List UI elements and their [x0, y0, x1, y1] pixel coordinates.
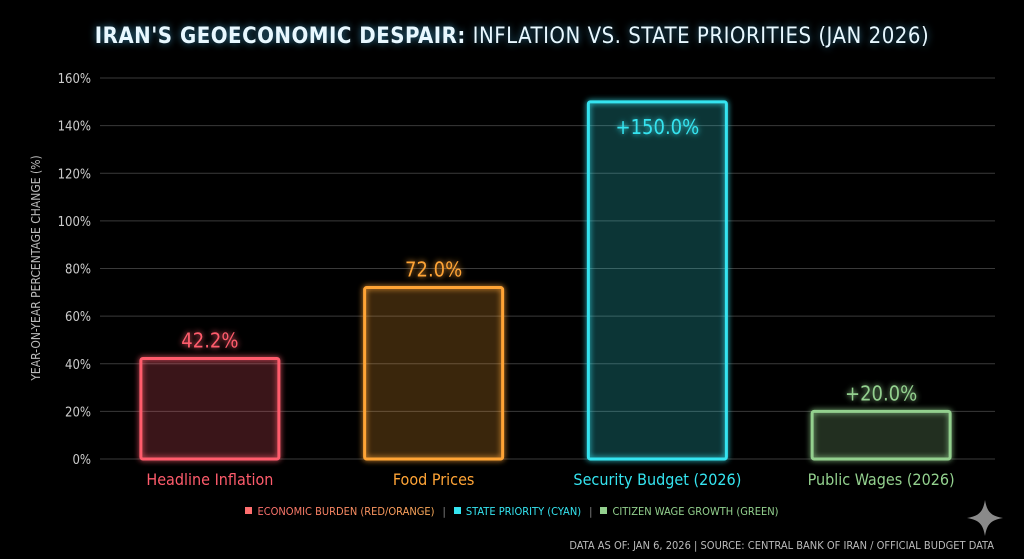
legend-swatch	[245, 507, 253, 514]
chart-title: IRAN'S GEOECONOMIC DESPAIR: INFLATION VS…	[0, 24, 1024, 49]
x-tick-label: Food Prices	[393, 470, 475, 489]
y-tick-label: 160%	[58, 72, 91, 87]
bar	[139, 357, 281, 461]
x-tick-label: Public Wages (2026)	[808, 470, 955, 489]
legend-item: CITIZEN WAGE GROWTH (GREEN)	[600, 505, 779, 518]
y-tick-label: 100%	[58, 215, 91, 230]
data-label: 42.2%	[181, 329, 238, 353]
y-tick-label: 140%	[58, 120, 91, 135]
legend-label: CITIZEN WAGE GROWTH (GREEN)	[612, 505, 779, 518]
y-axis-label: YEAR-ON-YEAR PERCENTAGE CHANGE (%)	[29, 155, 43, 381]
y-tick-label: 40%	[65, 358, 91, 373]
legend-swatch	[453, 507, 461, 514]
title-rest: INFLATION VS. STATE PRIORITIES (JAN 2026…	[472, 24, 930, 49]
footer-source: DATA AS OF: JAN 6, 2026 | SOURCE: CENTRA…	[569, 539, 994, 552]
legend-label: ECONOMIC BURDEN (RED/ORANGE)	[257, 505, 435, 518]
bar-chart: 42.2% Headline Inflation 72.0% Food Prices +…	[29, 72, 995, 489]
legend-item: STATE PRIORITY (CYAN)	[453, 505, 582, 518]
y-tick-label: 60%	[65, 310, 91, 325]
sparkle-icon	[967, 500, 1003, 536]
y-tick-label: 0%	[72, 453, 91, 468]
bar	[586, 100, 728, 461]
x-tick-label: Headline Inflation	[146, 470, 273, 489]
data-label: +150.0%	[616, 115, 700, 139]
bar	[363, 286, 505, 461]
legend-item: ECONOMIC BURDEN (RED/ORANGE)	[245, 505, 435, 518]
data-label: +20.0%	[845, 381, 917, 405]
legend-label: STATE PRIORITY (CYAN)	[465, 505, 582, 518]
y-tick-label: 120%	[58, 167, 91, 182]
bar	[810, 409, 952, 461]
y-tick-label: 20%	[65, 405, 91, 420]
title-bold: IRAN'S GEOECONOMIC DESPAIR:	[94, 24, 466, 49]
legend: ECONOMIC BURDEN (RED/ORANGE) | STATE PRIOR…	[0, 505, 1024, 518]
data-label: 72.0%	[405, 258, 462, 282]
legend-swatch	[600, 507, 608, 514]
legend-separator: |	[442, 505, 446, 518]
legend-separator: |	[589, 505, 593, 518]
x-tick-label: Security Budget (2026)	[573, 470, 741, 489]
y-tick-label: 80%	[65, 263, 91, 278]
